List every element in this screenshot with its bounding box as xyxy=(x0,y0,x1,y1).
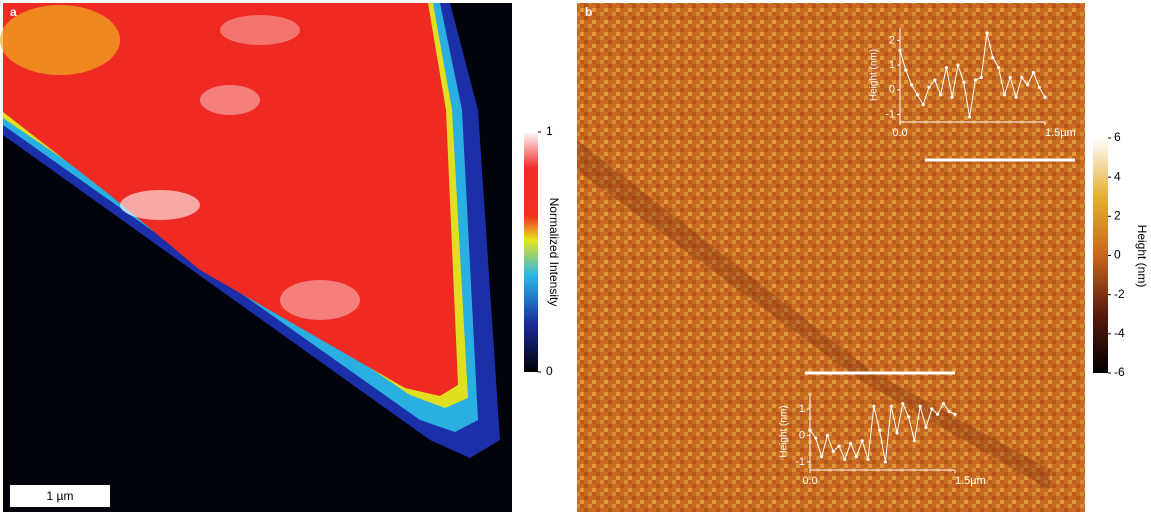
scale-bar-label: 1 µm xyxy=(47,489,74,503)
colorbar-tick-label: 0 xyxy=(1114,248,1121,262)
colorbar-tick-label: -4 xyxy=(1114,326,1125,340)
inset-point xyxy=(849,442,852,445)
inset-point xyxy=(939,93,942,96)
panel-label: a xyxy=(10,5,17,19)
inset-point xyxy=(951,96,954,99)
inset-point xyxy=(907,415,910,418)
inset-point xyxy=(901,402,904,405)
inset-point xyxy=(930,407,933,410)
inset-point xyxy=(927,86,930,89)
x-tick-label: 1.5µm xyxy=(1045,127,1076,139)
inset-point xyxy=(948,410,951,413)
y-tick-label: 1 xyxy=(799,403,805,415)
panel-a-image xyxy=(0,3,512,512)
inset-point xyxy=(945,66,948,69)
inset-point xyxy=(1003,93,1006,96)
inset-point xyxy=(980,76,983,79)
colorbar-tick-label: 0 xyxy=(546,364,553,378)
inset-point xyxy=(866,458,869,461)
inset-point xyxy=(1032,71,1035,74)
panel-label: b xyxy=(585,5,592,19)
colorbar-tick-label: 6 xyxy=(1114,130,1121,144)
inset-y-label: Height (nm) xyxy=(869,49,880,101)
inset-point xyxy=(936,413,939,416)
inset-point xyxy=(1014,96,1017,99)
inset-point xyxy=(968,115,971,118)
inset-point xyxy=(832,450,835,453)
panel-b-image xyxy=(577,3,1085,512)
inset-point xyxy=(1020,76,1023,79)
inset-point xyxy=(962,81,965,84)
inset-point xyxy=(895,431,898,434)
inset-point xyxy=(985,31,988,34)
inset-point xyxy=(956,64,959,67)
inset-point xyxy=(910,83,913,86)
inset-point xyxy=(1009,76,1012,79)
inset-point xyxy=(843,458,846,461)
y-tick-label: -1 xyxy=(885,108,895,120)
inset-point xyxy=(1026,83,1029,86)
y-tick-label: 2 xyxy=(889,34,895,46)
x-tick-label: 1.5µm xyxy=(955,475,986,487)
colorbar-title: Normalized Intensity xyxy=(547,198,561,307)
inset-point xyxy=(837,445,840,448)
inset-point xyxy=(933,78,936,81)
inset-point xyxy=(919,405,922,408)
inset-point xyxy=(1043,96,1046,99)
inset-point xyxy=(942,402,945,405)
inset-point xyxy=(826,434,829,437)
inset-point xyxy=(904,68,907,71)
inset-point xyxy=(913,439,916,442)
inset-point xyxy=(890,405,893,408)
inset-point xyxy=(898,49,901,52)
colorbar-tick-label: -6 xyxy=(1114,365,1125,379)
inset-point xyxy=(924,426,927,429)
colorbar-tick-label: 1 xyxy=(546,124,553,138)
x-tick-label: 0.0 xyxy=(802,475,817,487)
inset-point xyxy=(855,455,858,458)
y-tick-label: -1 xyxy=(795,456,805,468)
inset-point xyxy=(997,66,1000,69)
inset-point xyxy=(922,103,925,106)
inset-point xyxy=(974,78,977,81)
inset-point xyxy=(1038,86,1041,89)
inset-point xyxy=(916,93,919,96)
colorbar-tick-label: 4 xyxy=(1114,169,1121,183)
inset-point xyxy=(953,413,956,416)
y-tick-label: 0 xyxy=(889,84,895,96)
colorbar-tick-label: -2 xyxy=(1114,287,1125,301)
figure: a 1 µm Normalized Intensity b Height (nm… xyxy=(0,0,1151,516)
inset-point xyxy=(872,405,875,408)
x-tick-label: 0.0 xyxy=(892,127,907,139)
colorbar-tick-label: 2 xyxy=(1114,209,1121,223)
colorbar-b xyxy=(1093,138,1108,373)
y-tick-label: 1 xyxy=(889,59,895,71)
colorbar-a xyxy=(524,132,538,372)
inset-point xyxy=(884,460,887,463)
inset-point xyxy=(814,437,817,440)
y-tick-label: 0 xyxy=(799,429,805,441)
inset-point xyxy=(808,429,811,432)
inset-point xyxy=(991,56,994,59)
inset-y-label: Height (nm) xyxy=(779,405,790,457)
inset-point xyxy=(878,429,881,432)
inset-point xyxy=(861,439,864,442)
inset-point xyxy=(820,455,823,458)
colorbar-title: Height (nm) xyxy=(1135,225,1149,288)
